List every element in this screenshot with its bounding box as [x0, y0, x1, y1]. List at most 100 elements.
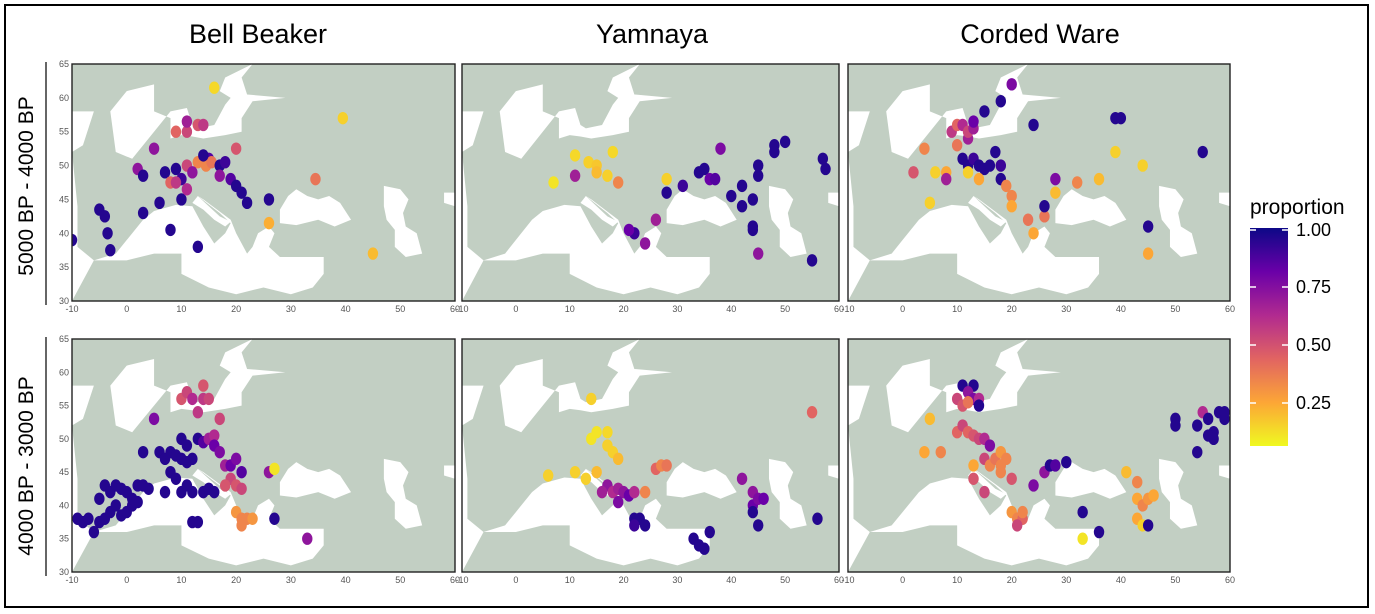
column-title-bell-beaker: Bell Beaker [189, 19, 327, 49]
sample-point [187, 515, 198, 529]
map-content [848, 339, 1230, 572]
sea-area [462, 111, 484, 301]
x-tick-label: 40 [1116, 304, 1126, 314]
sample-point [812, 512, 823, 525]
sample-point [753, 247, 764, 260]
sample-point [817, 152, 829, 165]
sample-point [661, 459, 672, 472]
x-tick-label: -10 [455, 304, 468, 314]
figure-frame [4, 4, 1369, 608]
map-panel-r1c1: -10 0 10 20 30 40 50 60 [455, 338, 844, 585]
sample-point [187, 485, 198, 499]
color-legend: proportion 1.00 0.75 0.50 0.25 [1250, 196, 1345, 446]
sample-point [984, 439, 996, 452]
sample-point [143, 482, 154, 495]
sample-point [187, 452, 198, 466]
sample-point [968, 472, 979, 485]
sample-point [591, 426, 602, 439]
sample-point [209, 485, 220, 499]
sea-area [483, 468, 710, 566]
sample-point [548, 176, 559, 189]
y-tick-label: 35 [59, 534, 69, 544]
legend-tick-label: 0.75 [1296, 277, 1331, 297]
sea-area [192, 196, 231, 227]
sea-area [483, 196, 710, 295]
y-tick-label: 30 [59, 567, 69, 577]
sea-area [968, 196, 1007, 227]
sample-point [1093, 172, 1105, 186]
x-tick-label: 0 [513, 575, 518, 585]
sample-point [569, 465, 581, 479]
sample-point [919, 142, 930, 155]
sample-point [591, 166, 602, 179]
sample-point [88, 525, 100, 539]
sea-area [499, 64, 673, 159]
sample-point [1202, 412, 1214, 426]
sea-area [499, 339, 673, 433]
sample-point [542, 469, 554, 482]
x-tick-label: 20 [231, 304, 241, 314]
map-panel-r1c0: -10 0 10 20 30 40 50 60 30 35 40 45 50 55 60 65 [59, 334, 460, 585]
sea-area [110, 339, 286, 433]
sample-point [1121, 465, 1132, 479]
sample-point [924, 412, 936, 426]
map-panel-r0c0: -10 0 10 20 30 40 50 60 30 35 40 45 50 55 60 65 [59, 59, 460, 314]
sample-point [639, 519, 651, 532]
sample-point [99, 210, 111, 223]
x-tick-label: 60 [834, 304, 844, 314]
sample-point [995, 95, 1006, 108]
x-tick-label: 20 [619, 304, 629, 314]
sample-point [1170, 419, 1181, 432]
sample-point [170, 162, 182, 176]
x-tick-label: 30 [286, 575, 296, 585]
x-tick-label: 0 [513, 304, 518, 314]
sample-point [1006, 189, 1017, 203]
sample-point [269, 512, 280, 525]
sample-point [968, 459, 979, 472]
sample-point [1011, 519, 1023, 532]
sample-point [165, 223, 176, 237]
sample-point [629, 485, 640, 499]
x-tick-label: 30 [1061, 304, 1071, 314]
sample-point [995, 159, 1006, 172]
x-tick-label: 40 [341, 304, 351, 314]
sample-point [1022, 213, 1034, 226]
sample-point [102, 227, 113, 240]
sea-area [1159, 185, 1198, 257]
sample-point [1197, 145, 1208, 159]
sea-area [462, 385, 484, 572]
sea-area [72, 385, 94, 572]
legend-title: proportion [1250, 196, 1345, 219]
sample-point [612, 176, 624, 189]
sample-point [1017, 505, 1028, 519]
sea-area [828, 465, 839, 479]
x-tick-label: -10 [65, 304, 78, 314]
sample-point [241, 196, 253, 210]
sample-point [583, 155, 594, 169]
sample-point [214, 412, 225, 426]
sample-point [962, 396, 974, 409]
y-tick-label: 65 [59, 334, 69, 344]
sample-point [187, 166, 198, 179]
y-tick-label: 30 [59, 296, 69, 306]
sample-point [1192, 445, 1203, 459]
sea-area [666, 462, 737, 499]
sample-point [206, 155, 217, 169]
x-tick-label: 10 [952, 575, 962, 585]
x-tick-label: -10 [65, 575, 78, 585]
sample-point [94, 492, 105, 505]
sample-point [198, 149, 209, 162]
sea-area [828, 192, 839, 207]
sample-point [1001, 179, 1012, 193]
map-panels: -10 0 10 20 30 40 50 60 30 35 40 45 50 55 60 65 -10 0 10 20… [45, 59, 1235, 585]
x-tick-label: -10 [455, 575, 468, 585]
sample-point [302, 532, 313, 545]
x-tick-label: 10 [565, 304, 575, 314]
sample-point [629, 519, 640, 532]
sample-point [1142, 247, 1154, 260]
legend-tick-label: 1.00 [1296, 220, 1331, 240]
panel-border [847, 338, 1231, 573]
sample-point [236, 519, 247, 532]
sample-point [230, 452, 242, 466]
panel-border [71, 338, 456, 573]
